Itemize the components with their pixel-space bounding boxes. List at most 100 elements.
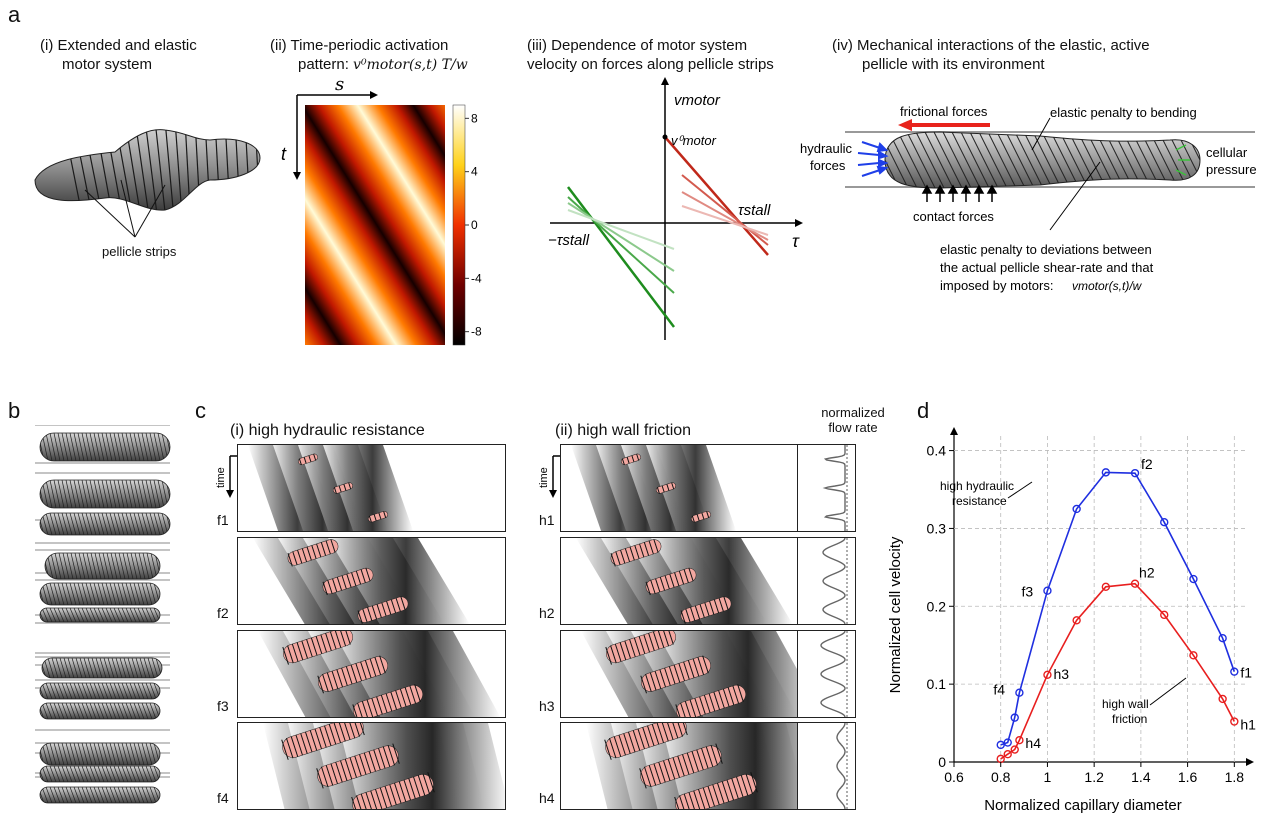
row-label-h1: h1: [539, 512, 555, 528]
pellicle-environment-diagram: frictional forces elastic penalty to ben…: [800, 104, 1257, 293]
velocity-chart: f1 f2 f3 f4 h1 h2 h3 h4 0.6 0.8 1 1.2 1.4 1.6 1.8 0 0.1…: [887, 427, 1256, 814]
point-label-h3: h3: [1053, 666, 1069, 682]
x-tick-label: 1.2: [1084, 769, 1104, 785]
panel-letter-a: a: [8, 2, 21, 27]
axis-s-label: s: [335, 80, 344, 95]
a-iii-title-line2: velocity on forces along pellicle strips: [527, 56, 774, 73]
row-label-h4: h4: [539, 790, 555, 806]
x-tick-label: 1: [1044, 769, 1052, 785]
data-point: [1101, 582, 1111, 592]
cell-body: [884, 131, 1201, 189]
a-ii-formula: v⁰motor(s,t) T/w: [353, 57, 468, 73]
label-red-1: high wall: [1102, 697, 1149, 711]
data-point: [1003, 750, 1012, 759]
x-tick-label: 0.6: [944, 769, 964, 785]
y-tick-label: 0.3: [927, 520, 947, 536]
label-blue-1: high hydraulic: [940, 479, 1014, 493]
kymograph-h2: [560, 537, 798, 625]
row-label-f4: f4: [217, 790, 229, 806]
colorbar: [452, 104, 466, 346]
a-ii-title: (ii) Time-periodic activation pattern: v…: [270, 36, 468, 75]
x-tick-label: 1.4: [1131, 769, 1151, 785]
data-point: [1218, 694, 1227, 704]
cellular-label-2: pressure: [1206, 162, 1257, 177]
a-iv-title: (iv) Mechanical interactions of the elas…: [832, 36, 1150, 74]
cell-shape: [39, 582, 161, 606]
cellular-label-1: cellular: [1206, 145, 1248, 160]
force-velocity-diagram: vmotor v⁰motor τstall −τstall τ: [548, 77, 803, 340]
activation-pattern-heatmap: s t 8 4 0 -4 -8: [281, 80, 482, 346]
flow-title: normalized flow rate: [813, 405, 893, 435]
a-iii-title-line1: (iii) Dependence of motor system: [527, 37, 748, 54]
series-line-blue: [1000, 471, 1236, 746]
tau-stall-label: τstall: [738, 202, 771, 219]
data-point: [1189, 651, 1198, 660]
row-label-h3: h3: [539, 698, 555, 714]
a-iv-title-line2: pellicle with its environment: [862, 56, 1045, 73]
c-col2-title: (ii) high wall friction: [555, 422, 692, 439]
y-tick-label: 0: [938, 754, 946, 770]
kymograph-f4: [237, 722, 506, 810]
colorbar-tick-label: 8: [471, 111, 478, 125]
point-label-h2: h2: [1139, 565, 1155, 581]
shear-label-2: the actual pellicle shear-rate and that: [940, 260, 1154, 275]
cell-3d-illustration: [34, 129, 261, 238]
v0-motor-label: v⁰motor: [671, 133, 717, 148]
point-label-h1: h1: [1240, 717, 1256, 733]
point-label-f3: f3: [1021, 584, 1033, 600]
label-blue-2: resistance: [952, 494, 1007, 508]
pressure-arrows: [1175, 144, 1190, 176]
cell-shape: [39, 682, 161, 700]
pellicle-strips-label: pellicle strips: [102, 244, 177, 259]
colorbar-tick-label: -4: [471, 271, 482, 285]
flow-rate-trace: [797, 537, 856, 625]
data-point: [1072, 504, 1081, 514]
data-point: [996, 740, 1005, 750]
a-ii-title-line2: pattern:: [298, 56, 354, 73]
data-point: [1160, 517, 1169, 527]
y-tick-label: 0.1: [927, 676, 947, 692]
cell-shape: [39, 786, 161, 804]
point-label-h4: h4: [1025, 735, 1041, 751]
row-label-h2: h2: [539, 605, 555, 621]
kymograph-h1: [560, 444, 798, 532]
flow-rate-trace: [797, 444, 856, 532]
point-label-f4: f4: [993, 682, 1005, 698]
data-point: [1130, 579, 1140, 588]
row-label-f2: f2: [217, 605, 229, 621]
point-label-f2: f2: [1141, 456, 1153, 472]
flow-rate-trace: [797, 630, 856, 718]
shear-label-1: elastic penalty to deviations between: [940, 242, 1152, 257]
data-point: [1218, 634, 1227, 643]
v-motor-label: vmotor: [674, 92, 721, 109]
row-label-f1: f1: [217, 512, 229, 528]
data-point: [1015, 736, 1024, 745]
kymograph-f2: [237, 537, 506, 625]
tau-label: τ: [792, 231, 800, 251]
a-i-title-line1: (i) Extended and elastic: [40, 37, 197, 54]
y-tick-label: 0.2: [927, 598, 947, 614]
axis-t-label: t: [281, 144, 287, 164]
data-point: [1189, 574, 1198, 584]
shear-label-3: imposed by motors:: [940, 278, 1053, 293]
frictional-forces-label: frictional forces: [900, 104, 988, 119]
time-label-right: time: [538, 467, 550, 488]
data-point: [1015, 688, 1024, 697]
x-tick-label: 1.6: [1178, 769, 1198, 785]
data-point: [1043, 670, 1052, 680]
x-tick-label: 0.8: [991, 769, 1011, 785]
panel-letter-c: c: [195, 398, 206, 423]
a-ii-title-line1: (ii) Time-periodic activation: [270, 37, 449, 54]
flow-rate-trace: [797, 722, 856, 810]
kymograph-f3: [237, 630, 506, 718]
x-tick-label: 1.8: [1225, 769, 1245, 785]
cell-shape: [39, 607, 161, 623]
time-label-left: time: [215, 467, 227, 488]
kymograph-f1: [237, 444, 506, 532]
hydraulic-arrows: [857, 141, 889, 177]
colorbar-tick-label: -8: [471, 325, 482, 339]
panel-letter-d: d: [917, 398, 930, 423]
flow-title-line1: normalized: [821, 405, 885, 420]
a-iii-title: (iii) Dependence of motor system velocit…: [527, 36, 774, 74]
chart-xlabel: Normalized capillary diameter: [984, 797, 1182, 814]
